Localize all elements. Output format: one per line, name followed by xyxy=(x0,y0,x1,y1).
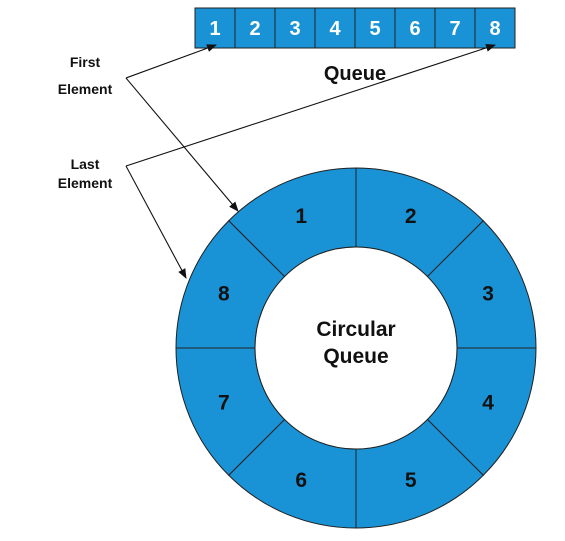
queue-cell-label: 8 xyxy=(489,18,500,40)
ring-segment-label: 5 xyxy=(405,469,417,492)
queue-cell-label: 5 xyxy=(369,18,380,40)
last-to-queue-arrow xyxy=(126,45,495,166)
queue-cell-label: 1 xyxy=(209,18,220,40)
ring-segment-label: 8 xyxy=(218,282,230,305)
queue-cell-label: 2 xyxy=(249,18,260,40)
ring-segment-label: 1 xyxy=(295,205,307,228)
queue-cell-label: 6 xyxy=(409,18,420,40)
queue-cell-label: 4 xyxy=(329,18,341,40)
queue-cell-label: 3 xyxy=(289,18,300,40)
last-element-label-line1: Last xyxy=(71,156,100,172)
ring-segment-label: 4 xyxy=(482,392,494,415)
queue-title: Queue xyxy=(324,63,386,85)
ring-segment-label: 2 xyxy=(405,205,417,228)
ring-segment-label: 7 xyxy=(218,392,230,415)
first-element-label-line1: First xyxy=(70,54,101,70)
last-element-label-line2: Element xyxy=(58,175,113,191)
ring-segment-label: 6 xyxy=(295,469,307,492)
first-to-queue-arrow xyxy=(126,45,216,78)
last-to-ring-arrow xyxy=(126,166,186,278)
circular-queue-title-line1: Circular xyxy=(316,318,395,341)
first-element-label-line2: Element xyxy=(58,81,113,97)
queue-cell-label: 7 xyxy=(449,18,460,40)
circular-queue-title-line2: Queue xyxy=(323,345,388,368)
linear-queue: 1 2 3 4 5 6 7 8 xyxy=(195,8,515,48)
first-to-ring-arrow xyxy=(126,78,238,211)
ring-segment-label: 3 xyxy=(482,282,494,305)
